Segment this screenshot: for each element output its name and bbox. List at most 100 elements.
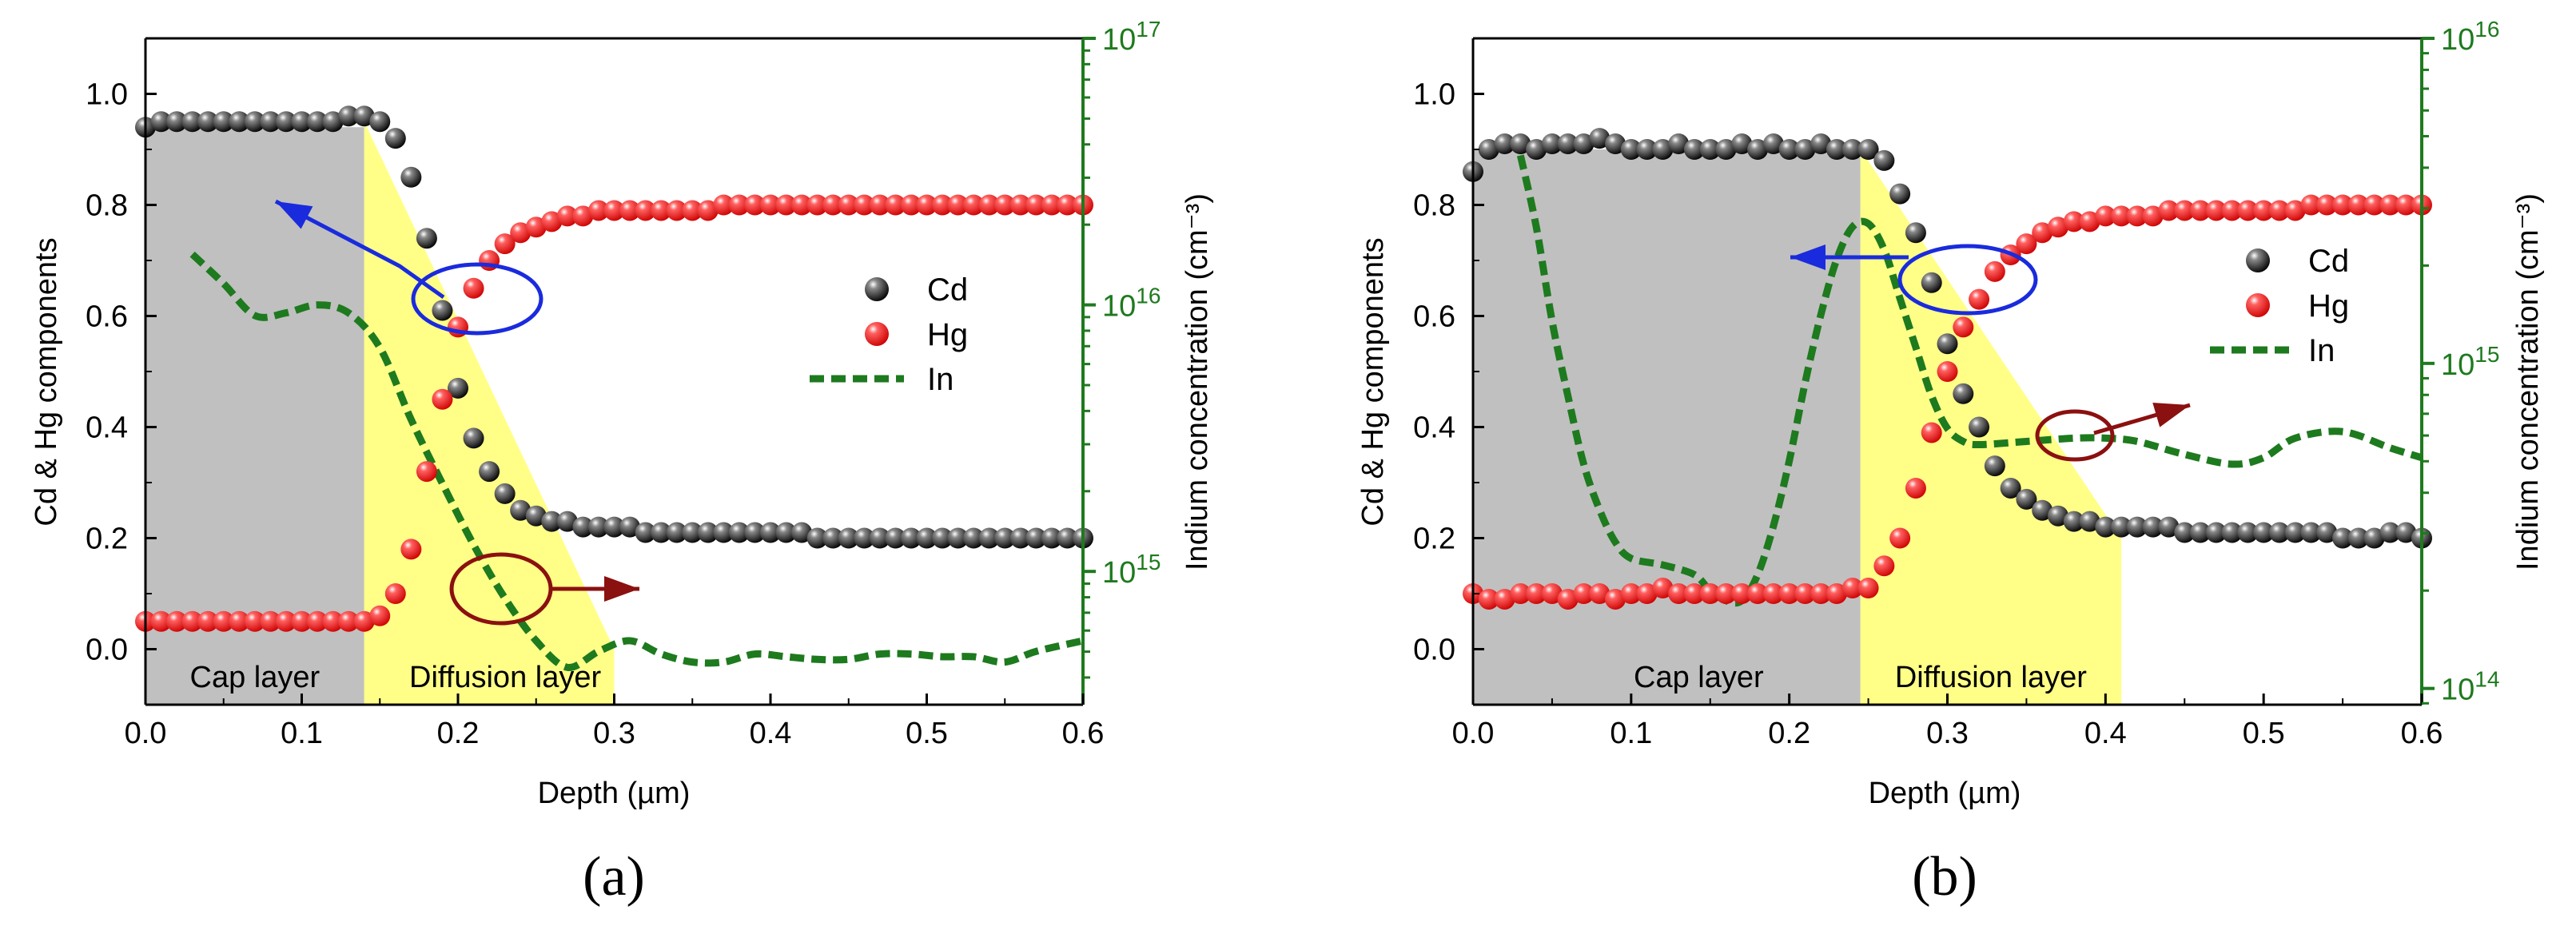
cd-point	[2300, 522, 2322, 543]
cd-point	[150, 111, 172, 133]
cd-point	[2205, 522, 2227, 543]
cd-point	[932, 527, 954, 549]
hg-point	[728, 194, 750, 216]
hg-point	[2111, 205, 2132, 227]
cd-point	[1857, 139, 1879, 160]
cd-point	[728, 522, 750, 543]
cd-point	[1041, 527, 1062, 549]
panel-b-label: (b)	[1912, 846, 1977, 908]
hg-point	[307, 610, 328, 632]
cd-point	[619, 516, 641, 538]
cd-point	[869, 527, 890, 549]
cap-layer-region	[1473, 149, 1861, 705]
cd-point	[213, 111, 234, 133]
cd-point	[1921, 272, 1942, 293]
hg-point	[1557, 588, 1579, 610]
hg-point	[587, 200, 609, 221]
cd-point	[416, 228, 437, 249]
legend-hg-label: Hg	[927, 317, 968, 352]
y-tick-label: 1.0	[1413, 78, 1455, 112]
cd-point	[994, 527, 1016, 549]
legend-cd-marker	[865, 277, 889, 301]
hg-point	[338, 610, 360, 632]
hg-point	[244, 610, 265, 632]
cd-point	[1025, 527, 1047, 549]
hg-point	[1620, 583, 1642, 604]
hg-point	[1668, 583, 1690, 604]
cd-point	[166, 111, 188, 133]
cd-point	[1699, 139, 1721, 160]
cd-point	[556, 511, 578, 532]
cap-layer-label: Cap layer	[1634, 661, 1764, 694]
hg-point	[1041, 194, 1062, 216]
cd-point	[1778, 139, 1800, 160]
hg-point	[978, 194, 1000, 216]
x-tick-label: 0.0	[1452, 717, 1495, 750]
hg-point	[1937, 361, 1958, 382]
hg-point	[322, 610, 344, 632]
hg-point	[775, 194, 797, 216]
panel-b-xlabel: Depth (µm)	[1869, 777, 2021, 810]
cd-point	[1937, 333, 1958, 355]
hg-point	[651, 200, 672, 221]
x-tick-label: 0.4	[750, 717, 792, 750]
cd-point	[1905, 222, 1926, 244]
hg-point	[744, 194, 766, 216]
hg-point	[1699, 583, 1721, 604]
panel-b-ylabel: Cd & Hg components	[1356, 237, 1390, 526]
cd-point	[260, 111, 281, 133]
cd-point	[697, 522, 719, 543]
hg-point	[854, 194, 875, 216]
x-tick-label: 0.1	[1610, 717, 1652, 750]
hg-point	[1794, 583, 1816, 604]
hg-point	[2221, 200, 2243, 221]
cd-point	[197, 111, 219, 133]
x-tick-label: 0.3	[1926, 717, 1969, 750]
cd-point	[1826, 139, 1848, 160]
cd-point	[2047, 505, 2068, 527]
hg-point	[619, 200, 641, 221]
x-tick-label: 0.4	[2084, 717, 2127, 750]
arrowhead-right	[604, 576, 639, 602]
cd-point	[838, 527, 859, 549]
cd-point	[2379, 522, 2401, 543]
cd-point	[2158, 516, 2180, 538]
hg-point	[822, 194, 844, 216]
y-tick-label: 0.4	[1413, 411, 1455, 445]
hg-point	[1510, 583, 1531, 604]
cd-point	[2032, 499, 2053, 521]
cd-point	[885, 527, 906, 549]
cd-point	[978, 527, 1000, 549]
legend-hg-marker	[2246, 293, 2270, 317]
cd-point	[244, 111, 265, 133]
hg-point	[1969, 288, 1990, 310]
y2-tick-label: 1015	[1102, 550, 1161, 590]
cd-point	[713, 522, 735, 543]
annotation-ellipse-left-axis	[411, 262, 543, 336]
hg-point	[1778, 583, 1800, 604]
cd-point	[1810, 133, 1832, 155]
cd-point	[916, 527, 938, 549]
hg-point	[2363, 194, 2385, 216]
hg-point	[1984, 260, 2005, 282]
cd-point	[900, 527, 922, 549]
cd-point	[1873, 149, 1895, 171]
hg-point	[2253, 200, 2275, 221]
panel-a-xlabel: Depth (µm)	[538, 777, 691, 810]
cd-point	[1636, 139, 1658, 160]
cd-point	[572, 516, 594, 538]
cd-point	[384, 128, 406, 149]
annotation-ellipse-right-axis	[2035, 409, 2115, 462]
hg-point	[1889, 527, 1911, 549]
hg-point	[932, 194, 954, 216]
panel-b: Cd & Hg components Depth (µm) Indium con…	[1356, 193, 2545, 908]
hg-point	[291, 610, 313, 632]
y-tick-label: 0.6	[86, 300, 128, 334]
cd-point	[2347, 527, 2369, 549]
hg-point	[1810, 583, 1832, 604]
cd-point	[322, 111, 344, 133]
hg-point	[603, 200, 625, 221]
cd-point	[682, 522, 703, 543]
hg-point	[2174, 200, 2196, 221]
